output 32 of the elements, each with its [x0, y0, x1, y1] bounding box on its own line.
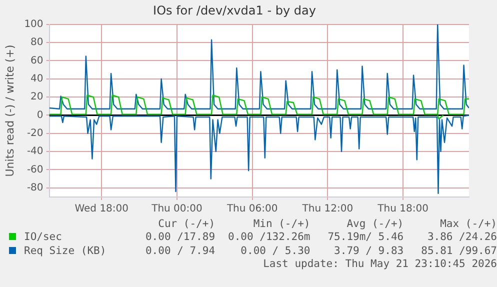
text: Max (-/+)	[439, 218, 497, 230]
legend-label: IO/sec	[24, 231, 62, 243]
y-tick-label: 100	[24, 18, 44, 30]
y-tick-label: -20	[26, 128, 44, 140]
x-tick-label: Thu 00:00	[150, 204, 202, 215]
y-tick-label: -40	[26, 146, 44, 158]
y-tick-label: 0	[36, 110, 44, 121]
text: Last update: Thu May 21 23:10:45 2026	[262, 258, 497, 270]
y-tick-label: 40	[30, 74, 44, 84]
text: 85.81 /99.67	[420, 244, 497, 258]
x-tick-label: Thu 06:00	[226, 204, 278, 215]
text: 0.00 /17.89	[144, 230, 216, 244]
text: Avg (-/+)	[346, 218, 404, 230]
text: Min (-/+)	[252, 218, 310, 230]
text: 75.19m/ 5.46	[326, 230, 404, 244]
y-tick-label: 80	[30, 37, 44, 48]
x-tick-label: Thu 18:00	[376, 204, 428, 215]
text: 3.79 / 9.83	[333, 244, 404, 258]
y-tick-label: -80	[26, 182, 44, 194]
y-tick-label: -60	[26, 164, 44, 176]
y-axis-title: Units read (-) / write (+)	[3, 44, 16, 177]
text: 0.00 / 5.30	[240, 244, 310, 258]
text: 0.00 /132.26m	[227, 230, 310, 244]
x-tick-label: Wed 18:00	[74, 204, 129, 215]
y-tick-label: 60	[30, 55, 44, 66]
x-tick-label: Thu 12:00	[301, 204, 354, 215]
legend-label: Req Size (KB)	[24, 245, 106, 257]
text: 0.00 / 7.94	[144, 244, 216, 258]
y-tick-label: 20	[30, 92, 44, 103]
chart-title: IOs for /dev/xvda1 - by day	[153, 3, 316, 18]
text: 3.86 /24.26	[426, 230, 497, 244]
text: Cur (-/+)	[157, 218, 216, 230]
